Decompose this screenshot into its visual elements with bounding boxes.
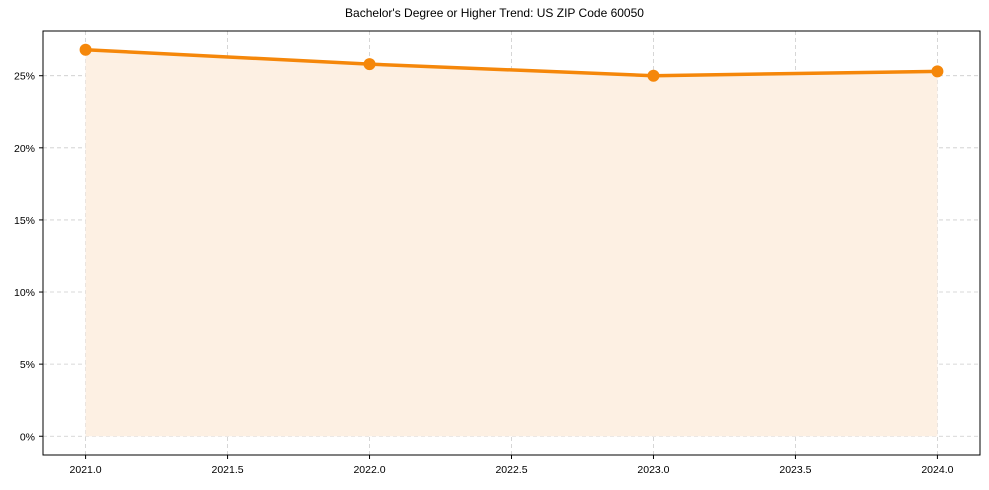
chart-title: Bachelor's Degree or Higher Trend: US ZI… [345,6,644,20]
y-tick-label: 5% [20,359,35,371]
x-tick-label: 2021.0 [70,464,102,476]
y-tick-label: 15% [14,215,35,227]
data-point [931,65,944,78]
data-point [79,43,92,56]
y-axis: 0% 5% 10% 15% 20% 25% [14,71,43,443]
y-tick-label: 0% [20,431,35,443]
area-fill [85,49,938,437]
x-axis: 2021.0 2021.5 2022.0 2022.5 2023.0 2023.5 2024… [70,455,954,476]
data-point [363,58,376,71]
data-line [85,48,938,78]
x-tick-label: 2022.5 [495,464,527,476]
data-points [79,43,944,82]
x-tick-label: 2024.0 [921,464,953,476]
y-tick-label: 10% [14,287,35,299]
data-point [647,69,660,82]
y-tick-label: 20% [14,143,35,155]
y-tick-label: 25% [14,71,35,83]
x-tick-label: 2023.5 [779,464,811,476]
x-tick-label: 2023.0 [637,464,669,476]
x-tick-label: 2021.5 [211,464,243,476]
x-tick-label: 2022.0 [353,464,385,476]
